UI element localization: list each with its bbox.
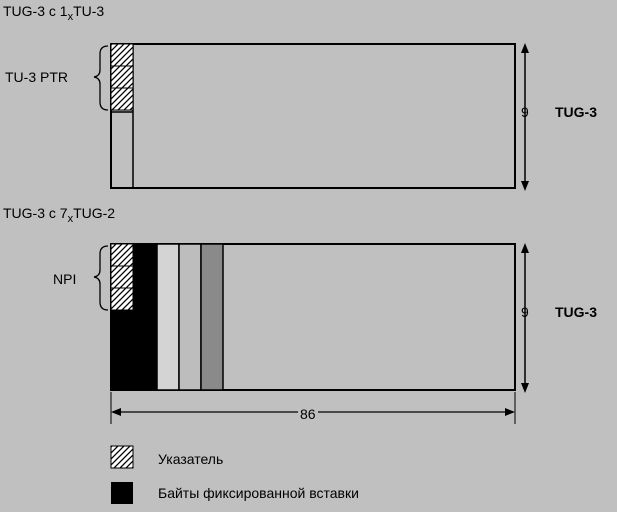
legend-pointer-swatch xyxy=(110,445,134,469)
bottom-rows-arrow xyxy=(521,243,529,393)
top-title: TUG-3 c 1xTU-3 xyxy=(3,3,105,23)
cols-label: 86 xyxy=(298,406,318,422)
top-brace xyxy=(93,45,109,111)
tug2-columns xyxy=(156,243,224,391)
top-rows-arrow xyxy=(521,43,529,191)
top-pointer-bytes xyxy=(110,43,134,113)
bottom-npi-bytes xyxy=(110,243,134,311)
bottom-brace-label: NPI xyxy=(53,271,77,287)
legend-fixed-swatch xyxy=(111,482,133,504)
legend-fixed-label: Байты фиксированной вставки xyxy=(158,485,359,501)
top-frame xyxy=(110,43,516,189)
bottom-title: TUG-3 c 7xTUG-2 xyxy=(3,205,116,225)
top-rows-label: 9 xyxy=(521,104,529,120)
top-brace-label: TU-3 PTR xyxy=(5,69,68,85)
top-side-label: TUG-3 xyxy=(555,104,597,120)
legend-pointer-label: Указатель xyxy=(158,451,224,467)
bottom-rows-label: 9 xyxy=(521,304,529,320)
bottom-side-label: TUG-3 xyxy=(555,304,597,320)
bottom-brace xyxy=(93,245,109,311)
